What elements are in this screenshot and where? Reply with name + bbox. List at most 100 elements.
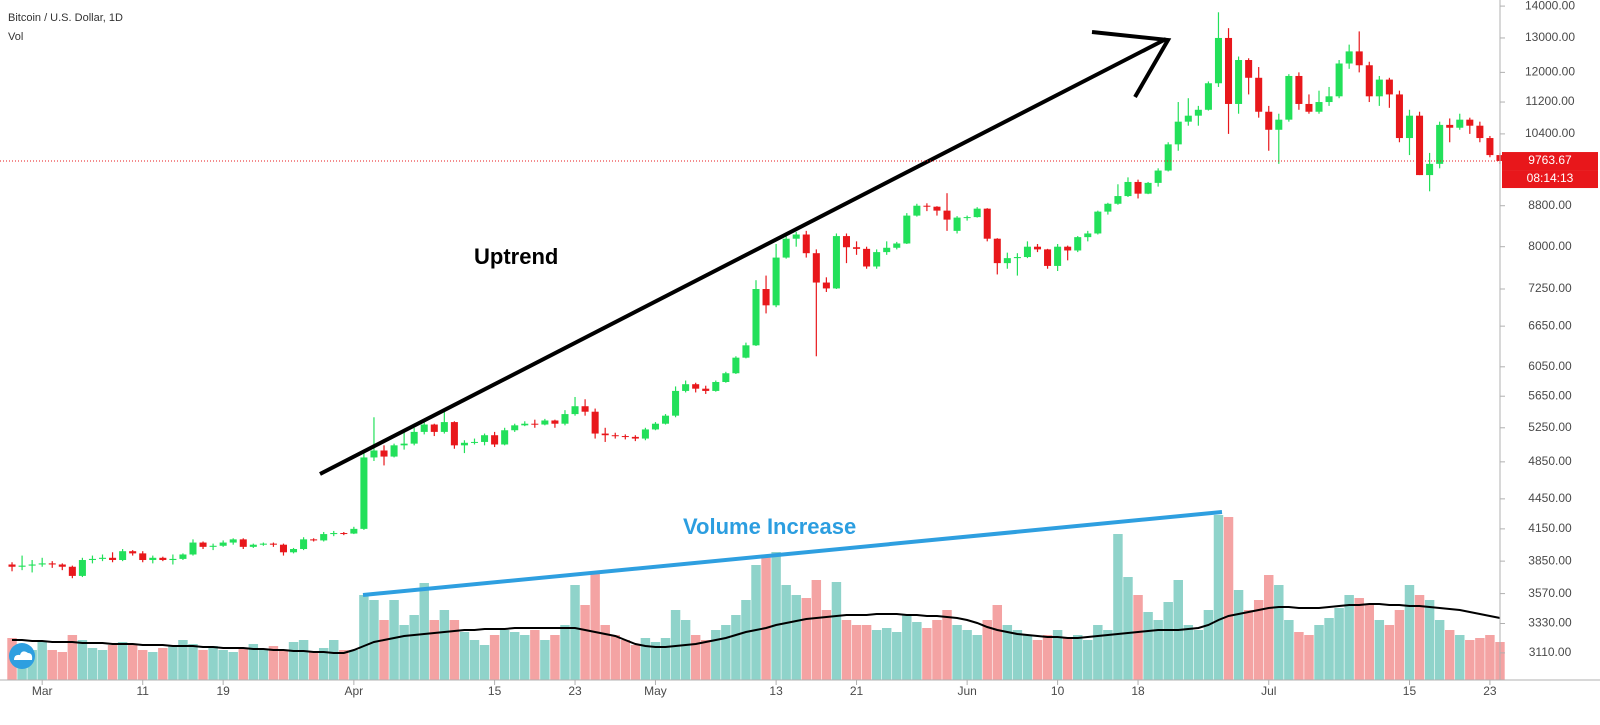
candle-body: [722, 373, 730, 382]
volume-bar: [751, 565, 761, 680]
volume-bar: [87, 648, 98, 680]
candle-body: [48, 563, 56, 565]
volume-bar: [499, 630, 510, 680]
volume-bar: [701, 640, 711, 680]
candle-body: [1114, 196, 1122, 204]
candle-body: [1446, 124, 1454, 128]
axis-layer: 3110.00 3330.00 3570.00 3850.00 4150.00 4450.…: [0, 0, 1600, 698]
volume-bar: [690, 635, 701, 680]
volume-bar: [288, 642, 299, 680]
candle-body: [883, 247, 891, 253]
volume-bar: [540, 640, 550, 680]
x-tick-label: 15: [1403, 684, 1417, 698]
candle-body: [209, 545, 217, 547]
annotations: Uptrend Volume Increase Bitcoin / U.S. D…: [8, 12, 1223, 669]
annotation-uptrend: Uptrend: [474, 244, 558, 269]
candle-body: [521, 423, 529, 426]
volume-bar: [379, 620, 389, 680]
candle-body: [1405, 115, 1414, 139]
volume-bar: [389, 600, 399, 680]
y-tick-label: 3570.00: [1528, 586, 1572, 600]
volume-bar: [1384, 625, 1395, 680]
volume-bar: [570, 585, 580, 680]
volume-bar: [861, 625, 872, 680]
volume-bar: [107, 645, 118, 680]
volume-bar: [610, 635, 620, 680]
volume-bar: [1354, 598, 1364, 680]
volume-bar: [1253, 600, 1264, 680]
candle-body: [1054, 246, 1062, 266]
candle-body: [993, 238, 1001, 264]
volume-bar: [1344, 595, 1354, 680]
volume-bar: [1113, 534, 1123, 680]
candle-body: [1265, 111, 1273, 130]
volume-bar: [1414, 595, 1425, 680]
volume-bar: [1123, 577, 1133, 680]
candle-body: [1315, 102, 1323, 112]
volume-bar: [902, 615, 912, 680]
volume-bar: [228, 652, 238, 680]
candle-body: [390, 445, 398, 457]
volume-bar: [318, 648, 329, 680]
candle-body: [320, 534, 328, 541]
volume-bar: [640, 638, 651, 680]
x-tick-label: 13: [769, 684, 783, 698]
candle-body: [782, 238, 790, 258]
volume-bar: [660, 638, 671, 680]
volume-bar: [530, 630, 540, 680]
volume-bar: [329, 640, 339, 680]
volume-bar: [1062, 638, 1073, 680]
candle-body: [1325, 96, 1333, 103]
candle-body: [1225, 37, 1233, 104]
volume-bar: [1364, 605, 1375, 680]
candle-body: [531, 423, 539, 425]
candle-body: [772, 257, 780, 306]
candle-body: [18, 565, 26, 567]
candle-body: [611, 435, 619, 437]
volume-bar: [1404, 585, 1415, 680]
candle-body: [712, 381, 720, 391]
volume-bar: [489, 635, 500, 680]
candle-body: [199, 542, 207, 547]
candle-body: [229, 539, 237, 543]
candle-body: [832, 236, 840, 289]
candle-body: [88, 558, 96, 561]
candle-body: [762, 289, 770, 306]
candle-body: [933, 206, 941, 211]
candle-body: [410, 431, 418, 444]
candle-body: [420, 424, 428, 432]
volume-bar: [962, 630, 972, 680]
candle-body: [460, 442, 468, 446]
candle-body: [752, 289, 760, 346]
trend-line: [319, 37, 1167, 476]
x-tick-label: 23: [1483, 684, 1497, 698]
candle-body: [631, 436, 639, 439]
volume-bar: [148, 652, 158, 680]
volume-bar: [459, 632, 470, 680]
volume-bar: [871, 630, 882, 680]
candle-body: [98, 557, 107, 559]
last-price-label: 9763.67: [1528, 153, 1572, 167]
y-tick-label: 3110.00: [1529, 645, 1572, 659]
volume-bar: [580, 605, 590, 680]
candle-body: [792, 234, 800, 239]
volume-bar: [238, 648, 248, 680]
volume-bar: [550, 635, 560, 680]
candle-body: [491, 435, 499, 445]
arrow-head: [1091, 30, 1172, 99]
y-tick-label: 4850.00: [1528, 454, 1572, 468]
volume-bar: [851, 625, 862, 680]
candle-body: [370, 450, 378, 458]
volume-bar: [771, 552, 781, 680]
volume-bar: [268, 646, 279, 680]
volume-bar: [1334, 608, 1344, 680]
volume-bar: [932, 620, 942, 680]
candle-body: [842, 236, 851, 248]
volume-bar: [298, 640, 309, 680]
volume-bar: [359, 595, 369, 680]
volume-bar: [1264, 575, 1274, 680]
countdown-tag: [1502, 170, 1598, 189]
volume-bar: [520, 635, 530, 680]
x-tick-label: 18: [1131, 684, 1145, 698]
candle-body: [1013, 257, 1021, 259]
